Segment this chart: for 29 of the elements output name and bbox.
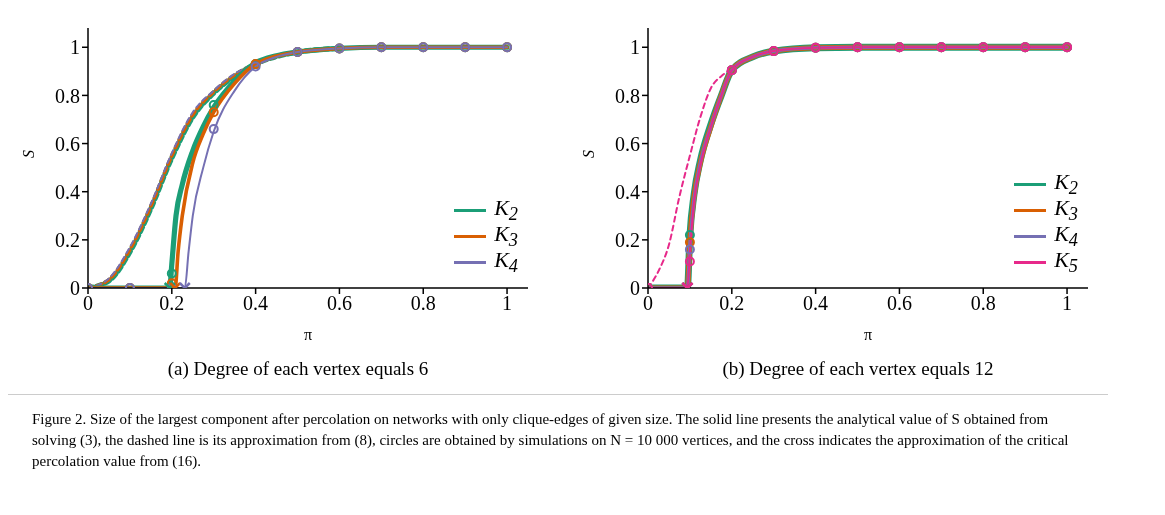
text: (b) Degree of each vertex equals 12 [721, 358, 995, 380]
y-tick-label: 0 [70, 277, 80, 300]
y-tick-label: 1 [70, 36, 80, 59]
caption: Figure 2. Size of the largest component after percolation on networks with only clique-edges of given size. The solid line presents the analytical value of S obtained from solving (3), the dashed line is its approximation from (8), circles are obtained by simulations on N = 10 000 vertices, and the cross indicates the approximation of the critical percolation value from (16). [32, 410, 1070, 471]
x-tick-label: 0.2 [719, 292, 745, 315]
x-tick-label: 0.8 [410, 292, 436, 315]
y-tick-label: 0 [630, 277, 640, 300]
text: (a) Degree of each vertex equals 6 [166, 358, 430, 380]
x-tick-label: 0.6 [886, 292, 912, 315]
x-tick-label: 0.2 [159, 292, 185, 315]
y-tick-label: 0.6 [615, 132, 640, 155]
x-tick-label: 0.6 [326, 292, 352, 315]
y-tick-label: 0.2 [615, 228, 640, 251]
x-tick-label: 1 [1062, 292, 1073, 315]
x-axis-title: π [303, 326, 313, 343]
y-tick-label: 0.4 [615, 180, 640, 203]
y-tick-label: 0.6 [55, 132, 80, 155]
y-tick-label: 0.8 [55, 84, 80, 107]
x-tick-label: 1 [502, 292, 513, 315]
x-tick-label: 0.4 [243, 292, 269, 315]
y-tick-label: 0.4 [55, 180, 80, 203]
y-tick-label: 0.8 [615, 84, 640, 107]
y-axis-title: S [579, 150, 597, 158]
x-axis-title: π [863, 326, 873, 343]
y-tick-label: 0.2 [55, 228, 80, 251]
x-tick-label: 0.8 [970, 292, 996, 315]
y-tick-label: 1 [630, 36, 640, 59]
x-tick-label: 0.4 [803, 292, 829, 315]
y-axis-title: S [19, 150, 37, 158]
